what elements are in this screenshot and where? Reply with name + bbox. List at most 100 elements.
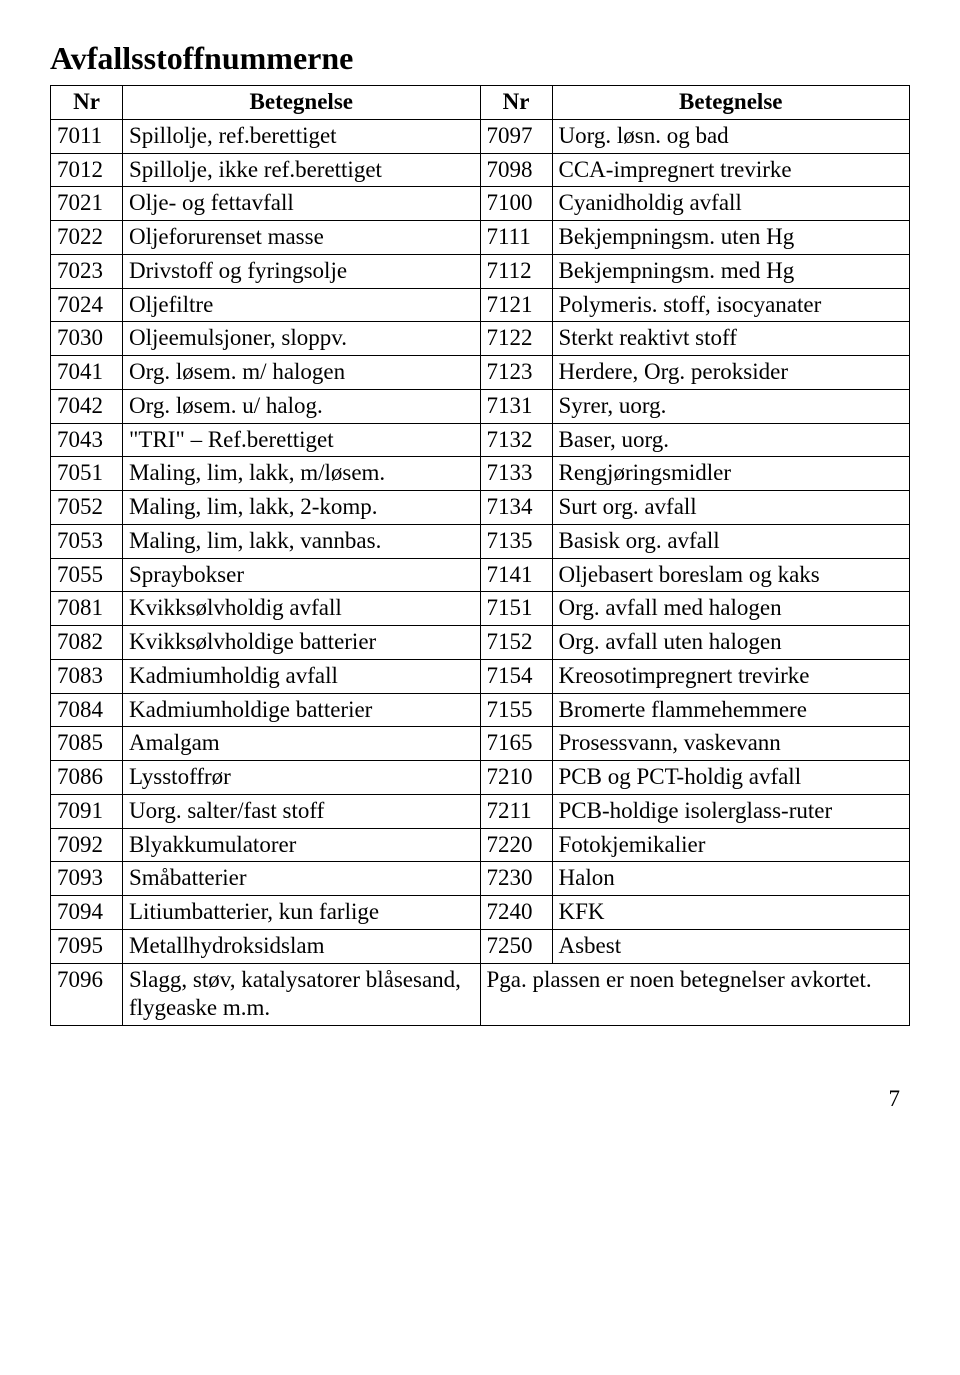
cell-nr: 7132 xyxy=(480,423,552,457)
cell-nr: 7085 xyxy=(51,727,123,761)
table-row: 7096Slagg, støv, katalysatorer blåsesand… xyxy=(51,963,910,1026)
cell-betegnelse: Bekjempningsm. med Hg xyxy=(552,254,910,288)
cell-nr: 7083 xyxy=(51,659,123,693)
col-header-nr-left: Nr xyxy=(51,86,123,120)
cell-betegnelse: Spraybokser xyxy=(123,558,481,592)
cell-nr: 7022 xyxy=(51,221,123,255)
cell-nr: 7084 xyxy=(51,693,123,727)
table-row: 7093Småbatterier7230Halon xyxy=(51,862,910,896)
table-header-row: Nr Betegnelse Nr Betegnelse xyxy=(51,86,910,120)
cell-betegnelse: Prosessvann, vaskevann xyxy=(552,727,910,761)
cell-nr: 7122 xyxy=(480,322,552,356)
cell-betegnelse: Surt org. avfall xyxy=(552,491,910,525)
table-row: 7053Maling, lim, lakk, vannbas.7135Basis… xyxy=(51,524,910,558)
cell-betegnelse: Halon xyxy=(552,862,910,896)
cell-betegnelse: Basisk org. avfall xyxy=(552,524,910,558)
page-number: 7 xyxy=(50,1086,910,1112)
cell-betegnelse: Bekjempningsm. uten Hg xyxy=(552,221,910,255)
cell-footnote: Pga. plassen er noen betegnelser avkorte… xyxy=(480,963,910,1026)
table-row: 7012Spillolje, ikke ref.berettiget7098CC… xyxy=(51,153,910,187)
cell-nr: 7041 xyxy=(51,356,123,390)
cell-betegnelse: Uorg. salter/fast stoff xyxy=(123,794,481,828)
cell-betegnelse: Herdere, Org. peroksider xyxy=(552,356,910,390)
cell-nr: 7095 xyxy=(51,929,123,963)
cell-betegnelse: Org. løsem. u/ halog. xyxy=(123,389,481,423)
cell-nr: 7097 xyxy=(480,119,552,153)
col-header-nr-right: Nr xyxy=(480,86,552,120)
cell-nr: 7155 xyxy=(480,693,552,727)
cell-nr: 7093 xyxy=(51,862,123,896)
cell-nr: 7240 xyxy=(480,896,552,930)
cell-betegnelse: Maling, lim, lakk, 2-komp. xyxy=(123,491,481,525)
cell-betegnelse: Kvikksølvholdige batterier xyxy=(123,626,481,660)
cell-betegnelse: Syrer, uorg. xyxy=(552,389,910,423)
cell-betegnelse: KFK xyxy=(552,896,910,930)
table-body: 7011Spillolje, ref.berettiget7097Uorg. l… xyxy=(51,119,910,1025)
cell-nr: 7135 xyxy=(480,524,552,558)
col-header-betegnelse-right: Betegnelse xyxy=(552,86,910,120)
table-row: 7022Oljeforurenset masse7111Bekjempnings… xyxy=(51,221,910,255)
col-header-betegnelse-left: Betegnelse xyxy=(123,86,481,120)
table-row: 7082Kvikksølvholdige batterier7152Org. a… xyxy=(51,626,910,660)
cell-nr: 7024 xyxy=(51,288,123,322)
cell-nr: 7121 xyxy=(480,288,552,322)
cell-nr: 7211 xyxy=(480,794,552,828)
cell-betegnelse: Baser, uorg. xyxy=(552,423,910,457)
waste-codes-table: Nr Betegnelse Nr Betegnelse 7011Spillolj… xyxy=(50,85,910,1026)
cell-nr: 7091 xyxy=(51,794,123,828)
cell-betegnelse: Slagg, støv, katalysatorer blåsesand, fl… xyxy=(123,963,481,1026)
cell-nr: 7011 xyxy=(51,119,123,153)
cell-nr: 7096 xyxy=(51,963,123,1026)
cell-nr: 7052 xyxy=(51,491,123,525)
cell-betegnelse: Uorg. løsn. og bad xyxy=(552,119,910,153)
cell-betegnelse: Oljebasert boreslam og kaks xyxy=(552,558,910,592)
table-row: 7024Oljefiltre7121Polymeris. stoff, isoc… xyxy=(51,288,910,322)
cell-nr: 7023 xyxy=(51,254,123,288)
cell-betegnelse: Bromerte flammehemmere xyxy=(552,693,910,727)
cell-betegnelse: Litiumbatterier, kun farlige xyxy=(123,896,481,930)
cell-nr: 7134 xyxy=(480,491,552,525)
table-row: 7055Spraybokser7141Oljebasert boreslam o… xyxy=(51,558,910,592)
cell-nr: 7094 xyxy=(51,896,123,930)
cell-nr: 7021 xyxy=(51,187,123,221)
cell-betegnelse: Org. avfall uten halogen xyxy=(552,626,910,660)
cell-betegnelse: Oljefiltre xyxy=(123,288,481,322)
table-row: 7083Kadmiumholdig avfall7154Kreosotimpre… xyxy=(51,659,910,693)
cell-nr: 7030 xyxy=(51,322,123,356)
table-row: 7092Blyakkumulatorer7220Fotokjemikalier xyxy=(51,828,910,862)
cell-nr: 7151 xyxy=(480,592,552,626)
table-row: 7085Amalgam7165Prosessvann, vaskevann xyxy=(51,727,910,761)
cell-nr: 7112 xyxy=(480,254,552,288)
cell-betegnelse: Amalgam xyxy=(123,727,481,761)
cell-betegnelse: Rengjøringsmidler xyxy=(552,457,910,491)
cell-nr: 7230 xyxy=(480,862,552,896)
cell-nr: 7043 xyxy=(51,423,123,457)
cell-betegnelse: Kreosotimpregnert trevirke xyxy=(552,659,910,693)
table-row: 7094Litiumbatterier, kun farlige7240KFK xyxy=(51,896,910,930)
table-row: 7043"TRI" – Ref.berettiget7132Baser, uor… xyxy=(51,423,910,457)
cell-nr: 7092 xyxy=(51,828,123,862)
cell-nr: 7154 xyxy=(480,659,552,693)
cell-nr: 7141 xyxy=(480,558,552,592)
cell-nr: 7220 xyxy=(480,828,552,862)
cell-betegnelse: Maling, lim, lakk, vannbas. xyxy=(123,524,481,558)
cell-nr: 7111 xyxy=(480,221,552,255)
cell-betegnelse: Spillolje, ref.berettiget xyxy=(123,119,481,153)
cell-nr: 7055 xyxy=(51,558,123,592)
cell-betegnelse: Drivstoff og fyringsolje xyxy=(123,254,481,288)
cell-betegnelse: Asbest xyxy=(552,929,910,963)
cell-nr: 7086 xyxy=(51,761,123,795)
cell-nr: 7081 xyxy=(51,592,123,626)
cell-betegnelse: Olje- og fettavfall xyxy=(123,187,481,221)
table-row: 7084Kadmiumholdige batterier7155Bromerte… xyxy=(51,693,910,727)
cell-betegnelse: Kvikksølvholdig avfall xyxy=(123,592,481,626)
cell-betegnelse: Cyanidholdig avfall xyxy=(552,187,910,221)
cell-betegnelse: Kadmiumholdig avfall xyxy=(123,659,481,693)
cell-betegnelse: Org. avfall med halogen xyxy=(552,592,910,626)
cell-nr: 7051 xyxy=(51,457,123,491)
cell-nr: 7012 xyxy=(51,153,123,187)
cell-nr: 7123 xyxy=(480,356,552,390)
cell-betegnelse: Fotokjemikalier xyxy=(552,828,910,862)
table-row: 7051Maling, lim, lakk, m/løsem.7133Rengj… xyxy=(51,457,910,491)
table-row: 7091Uorg. salter/fast stoff7211PCB-holdi… xyxy=(51,794,910,828)
